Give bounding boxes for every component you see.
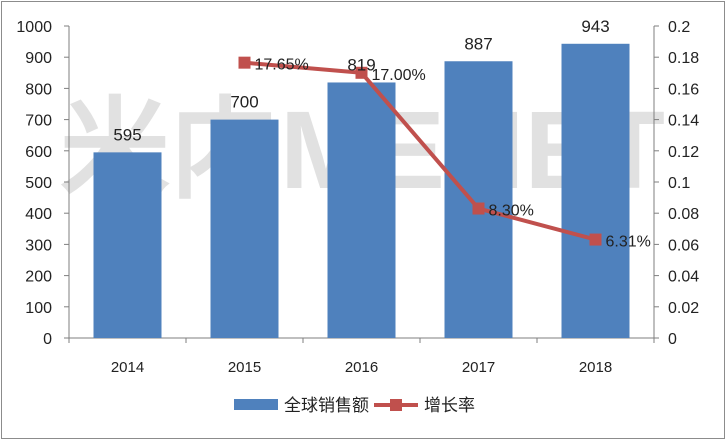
left-tick-label: 500 — [25, 175, 52, 192]
line-series — [238, 56, 602, 246]
right-tick-label: 0 — [668, 331, 677, 348]
left-tick-label: 400 — [25, 206, 52, 223]
bar-value-label: 595 — [113, 125, 141, 144]
legend-swatch-sales — [234, 399, 278, 410]
bar — [561, 43, 630, 339]
growth-rate-marker — [355, 66, 368, 79]
left-tick-label: 1000 — [16, 19, 52, 36]
bar-value-label: 819 — [347, 55, 375, 74]
growth-rate-label: 17.65% — [255, 57, 309, 74]
bar-series — [93, 43, 630, 339]
right-tick-label: 0.14 — [668, 113, 699, 130]
right-tick-label: 0.02 — [668, 300, 699, 317]
legend-label-rate: 增长率 — [424, 396, 475, 415]
bar-value-label: 943 — [581, 17, 609, 36]
combo-chart: 米内MENET 01002003004005006007008009001000… — [16, 17, 699, 415]
bar — [327, 82, 396, 338]
growth-rate-label: 8.30% — [489, 203, 534, 220]
bar — [93, 152, 162, 338]
growth-rate-marker — [238, 56, 251, 69]
x-tick-label: 2018 — [579, 359, 612, 376]
legend-label-sales: 全球销售额 — [284, 396, 369, 415]
left-tick-label: 0 — [43, 331, 52, 348]
right-tick-label: 0.04 — [668, 269, 699, 286]
left-tick-label: 700 — [25, 113, 52, 130]
bar-value-label: 700 — [230, 93, 258, 112]
x-tick-label: 2015 — [228, 359, 261, 376]
right-tick-label: 0.2 — [668, 19, 690, 36]
left-tick-label: 600 — [25, 144, 52, 161]
x-tick-label: 2017 — [462, 359, 495, 376]
growth-rate-marker — [472, 202, 485, 215]
x-tick-label: 2016 — [345, 359, 378, 376]
right-tick-label: 0.1 — [668, 175, 690, 192]
left-tick-label: 800 — [25, 81, 52, 98]
bar-value-label: 887 — [464, 34, 492, 53]
right-tick-label: 0.16 — [668, 81, 699, 98]
growth-rate-label: 6.31% — [606, 234, 651, 251]
x-tick-label: 2014 — [111, 359, 144, 376]
bar — [444, 61, 513, 338]
right-tick-label: 0.12 — [668, 144, 699, 161]
right-tick-label: 0.08 — [668, 206, 699, 223]
left-tick-label: 200 — [25, 269, 52, 286]
right-tick-label: 0.06 — [668, 237, 699, 254]
right-tick-label: 0.18 — [668, 50, 699, 67]
data-labels: 595 700 819 887 943 17.65% 17.00% 8.30% 6.31% — [113, 17, 651, 251]
left-tick-label: 300 — [25, 237, 52, 254]
growth-rate-label: 17.00% — [372, 67, 426, 84]
axes: 0 100 200 300 400 500 600 700 800 900 1000 0 0.02 0.0… — [16, 19, 699, 376]
left-tick-label: 100 — [25, 300, 52, 317]
legend: 全球销售额 增长率 — [234, 396, 475, 415]
growth-rate-line — [244, 60, 597, 242]
growth-rate-marker — [589, 233, 602, 246]
bar — [210, 119, 279, 338]
legend-marker-rate — [390, 399, 402, 411]
left-tick-label: 900 — [25, 50, 52, 67]
